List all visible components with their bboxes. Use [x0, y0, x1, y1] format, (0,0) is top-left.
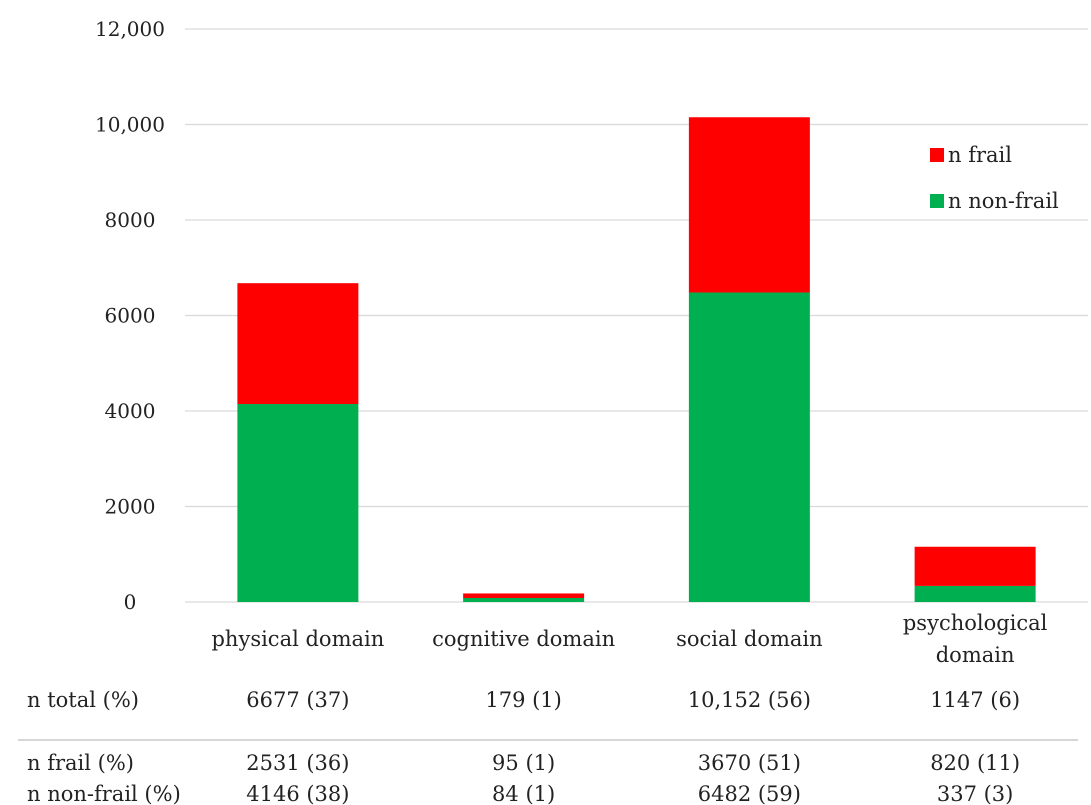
table-cell: 1147 (6) — [930, 688, 1020, 712]
x-category-label: physical domain — [211, 627, 384, 651]
table-cell: 6482 (59) — [698, 782, 801, 805]
table-row-label: n non-frail (%) — [27, 782, 181, 805]
y-tick-label: 10,000 — [95, 113, 165, 137]
x-axis-category-labels: physical domain cognitive domain social do… — [211, 611, 1047, 667]
legend-swatch — [930, 194, 944, 208]
y-tick-label: 4000 — [105, 399, 156, 423]
y-tick-label: 6000 — [105, 304, 156, 328]
bar-segment-n-non-frail — [688, 292, 810, 602]
bar-segment-n-non-frail — [237, 404, 359, 602]
y-tick-label: 8000 — [105, 208, 156, 232]
legend: n frail n non-frail — [930, 143, 1059, 213]
table-cell: 179 (1) — [485, 688, 562, 712]
legend-swatch — [930, 148, 944, 162]
table-cell: 820 (11) — [930, 751, 1020, 775]
bar-segment-n-non-frail — [463, 597, 585, 602]
table-cell: 84 (1) — [492, 782, 555, 805]
bars — [237, 117, 1036, 602]
x-category-label: cognitive domain — [432, 627, 615, 651]
table-row-label: n frail (%) — [27, 751, 134, 775]
legend-label: n frail — [948, 143, 1012, 167]
table-cell: 95 (1) — [492, 751, 555, 775]
x-category-label: psychological — [903, 611, 1048, 635]
y-tick-label: 2000 — [105, 495, 156, 519]
x-category-label: social domain — [676, 627, 823, 651]
bar-segment-n-frail — [914, 546, 1036, 586]
table-cell: 10,152 (56) — [688, 688, 811, 712]
y-tick-label: 0 — [124, 590, 137, 614]
bar-segment-n-non-frail — [914, 585, 1036, 602]
table-cell: 4146 (38) — [246, 782, 349, 805]
table-cell: 337 (3) — [937, 782, 1014, 805]
table-cell: 6677 (37) — [246, 688, 349, 712]
bar-segment-n-frail — [688, 117, 810, 293]
bar-segment-n-frail — [463, 593, 585, 598]
data-table: n total (%) 6677 (37) 179 (1) 10,152 (56) 11… — [18, 688, 1078, 805]
y-axis-tick-labels: 0 2000 4000 6000 8000 10,000 12,000 — [95, 17, 165, 614]
table-cell: 3670 (51) — [698, 751, 801, 775]
bar-segment-n-frail — [237, 283, 359, 405]
x-category-label: domain — [936, 643, 1015, 667]
legend-label: n non-frail — [948, 189, 1059, 213]
table-cell: 2531 (36) — [246, 751, 349, 775]
y-tick-label: 12,000 — [95, 17, 165, 41]
table-row-label: n total (%) — [27, 688, 139, 712]
